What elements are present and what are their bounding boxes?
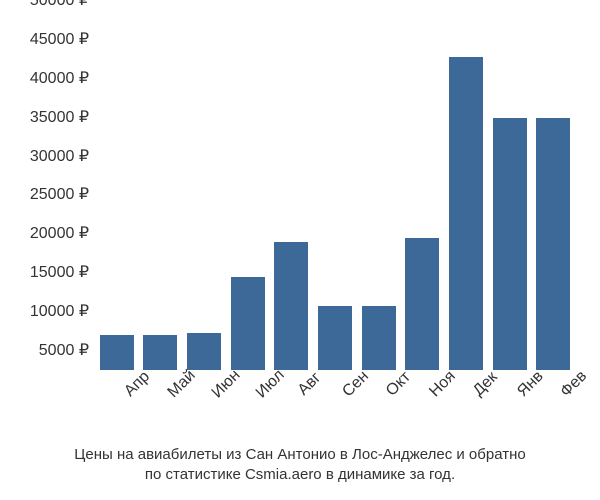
bar-slot [313,20,357,370]
bar-slot [270,20,314,370]
x-tick-label: Авг [286,378,316,408]
x-label-slot: Окт [357,372,401,442]
y-tick-label: 10000 ₽ [30,301,89,321]
bar-slot [357,20,401,370]
x-label-slot: Июл [226,372,270,442]
x-label-slot: Янв [488,372,532,442]
bar [536,118,570,370]
y-tick-label: 50000 ₽ [30,0,89,10]
chart-caption-line1: Цены на авиабилеты из Сан Антонио в Лос-… [0,445,600,465]
x-axis: АпрМайИюнИюл АвгСенОктНояДекЯнвФев [95,372,575,442]
y-tick-label: 45000 ₽ [30,29,89,49]
bar-slot [226,20,270,370]
price-chart: 5000 ₽ 10000 ₽ 15000 ₽ 20000 ₽ 25000 ₽ 30000 … [0,0,600,500]
bar-slot [444,20,488,370]
y-tick-label: 15000 ₽ [30,262,89,282]
bar-slot [400,20,444,370]
bar [231,277,265,370]
x-label-slot: Апр [95,372,139,442]
x-tick-label: Фев [547,378,581,412]
x-label-slot: Авг [270,372,314,442]
plot-area [95,20,575,370]
y-tick-label: 5000 ₽ [39,340,89,360]
bar [493,118,527,370]
bar [100,335,134,370]
bar [405,238,439,370]
y-axis: 5000 ₽ 10000 ₽ 15000 ₽ 20000 ₽ 25000 ₽ 30000 … [0,20,95,370]
bar-slot [95,20,139,370]
y-tick-label: 20000 ₽ [30,223,89,243]
bar-slot [139,20,183,370]
y-tick-label: 35000 ₽ [30,107,89,127]
x-label-slot: Июн [182,372,226,442]
bars-container [95,20,575,370]
chart-caption-line2: по статистике Csmia.aero в динамике за г… [0,465,600,485]
x-label-slot: Фев [531,372,575,442]
bar-slot [531,20,575,370]
bar-slot [182,20,226,370]
bar [362,306,396,370]
y-tick-label: 30000 ₽ [30,146,89,166]
bar [274,242,308,370]
bar [187,333,221,370]
bar-slot [488,20,532,370]
bar [318,306,352,370]
x-label-slot: Ноя [400,372,444,442]
x-label-slot: Дек [444,372,488,442]
y-tick-label: 25000 ₽ [30,184,89,204]
bar [449,57,483,370]
y-tick-label: 40000 ₽ [30,68,89,88]
x-label-slot: Сен [313,372,357,442]
x-label-slot: Май [139,372,183,442]
bar [143,335,177,370]
